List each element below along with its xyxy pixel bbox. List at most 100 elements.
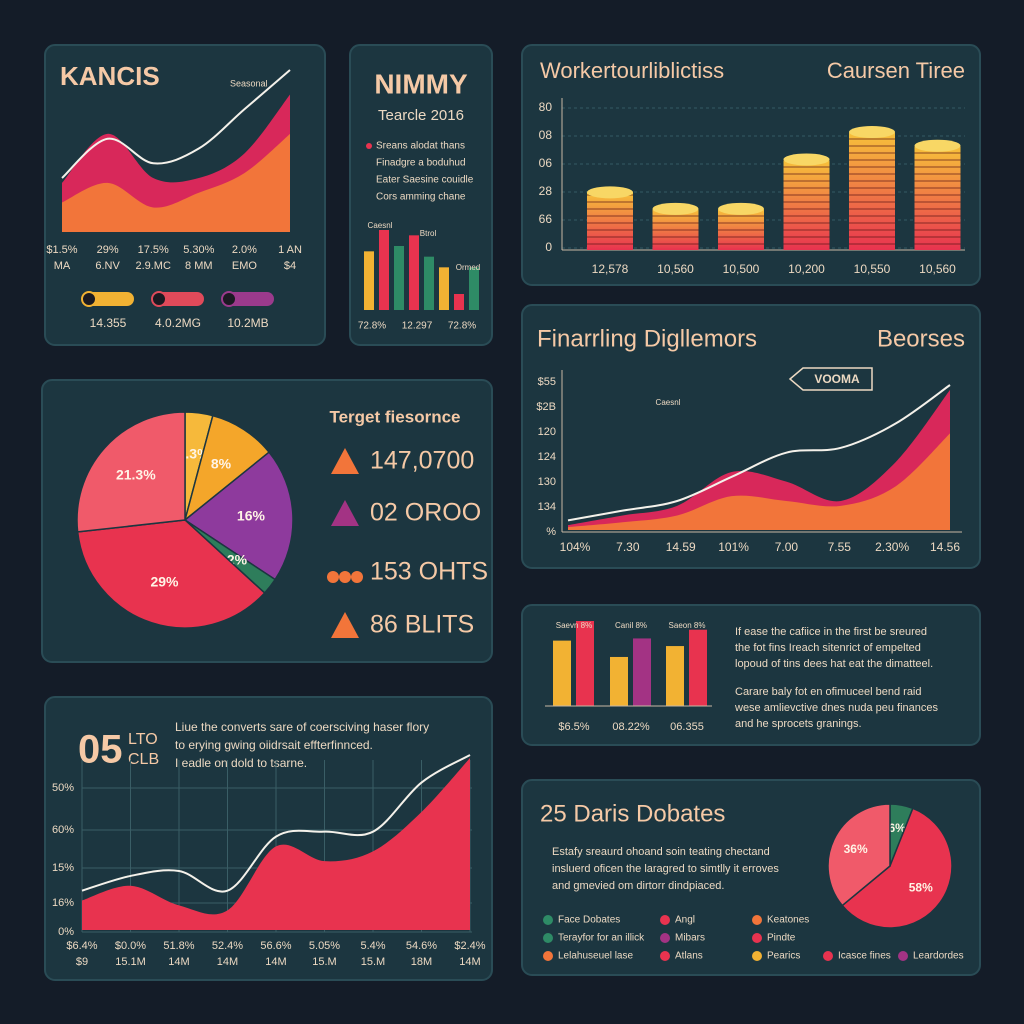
slice-label: 58%	[909, 881, 933, 895]
legend-marker	[660, 933, 670, 943]
legend-label: Icasce fines	[838, 951, 891, 962]
legend-label: Atlans	[675, 951, 703, 962]
slice-label: 36%	[844, 842, 868, 856]
x-tick-label: 15.M	[361, 956, 385, 968]
axis-label: 16%	[52, 897, 74, 909]
x-tick-label: 51.8%	[163, 940, 194, 952]
annotation: Saevn 8%	[556, 621, 592, 630]
slice-label: 29%	[150, 573, 179, 589]
note: Sreans alodat thans	[376, 141, 465, 152]
note: insluerd oficen the laragred to simtlly …	[552, 863, 779, 875]
x-tick-label: 12,578	[592, 262, 629, 276]
line	[61, 69, 291, 179]
coin-stripes	[914, 145, 961, 250]
x-tick-label: 29%	[97, 244, 119, 256]
annotation: Btrol	[420, 229, 437, 238]
note: Finadgre a boduhud	[376, 158, 466, 169]
x-tick-label: 10,550	[854, 262, 891, 276]
axis-label: 60%	[52, 824, 74, 836]
coin-top	[783, 153, 830, 166]
subtitle: Tearcle 2016	[378, 107, 464, 124]
x-tick-label: 2.9.MC	[135, 260, 171, 272]
x-tick-label: 10,560	[919, 262, 956, 276]
pill-knob	[81, 291, 97, 307]
subtitle: Beorses	[877, 325, 965, 352]
axis-label: 66	[539, 212, 553, 226]
coin-top	[849, 126, 895, 138]
legend-label: Keatones	[767, 915, 809, 926]
x-tick-label: MA	[54, 260, 71, 272]
pie-slice	[183, 451, 294, 581]
x-tick-label: 14.59	[666, 540, 696, 554]
annotation: Caesnl	[656, 398, 681, 407]
axis-label: 50%	[52, 782, 74, 794]
chart-title: KANCIS	[60, 61, 160, 91]
x-tick-label: 5.30%	[183, 244, 214, 256]
axis-label: 80	[539, 100, 553, 114]
callout: VOOMA	[814, 372, 860, 386]
x-tick-label: 104%	[560, 540, 591, 554]
warning-icon	[331, 500, 359, 526]
note: Estafy sreaurd ohoand soin teating chect…	[552, 846, 770, 858]
axis-label: 130	[538, 476, 556, 488]
subtitle: Caursen Tiree	[827, 58, 965, 83]
annotation: Ormed	[456, 263, 480, 272]
x-tick-label: 2.30%	[875, 540, 909, 554]
x-tick-label: 15.M	[312, 956, 336, 968]
pill-knob	[151, 291, 167, 307]
subtitle: LTO	[128, 731, 158, 748]
annotation: Seasonal	[230, 78, 268, 88]
bar	[553, 640, 571, 706]
bar	[469, 267, 479, 310]
legend-marker	[752, 915, 762, 925]
pie-slice	[76, 411, 186, 533]
note: Eater Saesine couidle	[376, 175, 474, 186]
x-tick-label: 15.1M	[115, 956, 146, 968]
note: I eadle on dold to tsarne.	[175, 756, 307, 770]
pie-slice	[827, 803, 891, 907]
x-tick-label: 10,560	[657, 262, 694, 276]
dot-icon	[351, 571, 363, 583]
stat-value: 147,0700	[370, 447, 474, 475]
axis-label: 08	[539, 128, 553, 142]
bar	[424, 256, 434, 310]
chart-title: NIMMY	[374, 68, 468, 99]
axis-label: 124	[538, 451, 556, 463]
x-tick-label: 14M	[168, 956, 189, 968]
x-tick-label: $2.4%	[454, 940, 485, 952]
legend-label: Pearics	[767, 951, 800, 962]
axis-label: 28	[539, 184, 553, 198]
legend-marker	[752, 933, 762, 943]
x-tick-label: 52.4%	[212, 940, 243, 952]
area	[62, 133, 290, 232]
x-tick-label: $0.0%	[115, 940, 146, 952]
x-tick-label: $9	[76, 956, 88, 968]
axis-label: 120	[538, 426, 556, 438]
x-tick-label: 54.6%	[406, 940, 437, 952]
pill-label: 14.355	[90, 316, 127, 330]
legend-marker	[823, 951, 833, 961]
legend-marker	[898, 951, 908, 961]
dot-icon	[327, 571, 339, 583]
paragraph-line: Carare baly fot en ofimuceel bend raid	[735, 686, 922, 698]
paragraph-line: If ease the cafiice in the first be sreu…	[735, 626, 927, 638]
legend-label: Leardordes	[913, 951, 964, 962]
legend-label: Terayfor for an illick	[558, 933, 645, 944]
x-tick-label: 7.30	[616, 540, 640, 554]
legend-label: Lelahuseuel lase	[558, 951, 633, 962]
legend-marker	[752, 951, 762, 961]
axis-label: $2B	[536, 401, 556, 413]
legend-label: Pindte	[767, 933, 796, 944]
axis-label: %	[546, 526, 556, 538]
legend-label: Angl	[675, 915, 695, 926]
area	[568, 433, 950, 530]
legend-marker	[543, 933, 553, 943]
bar	[666, 646, 684, 706]
slice-label: 16%	[237, 508, 266, 524]
stat-value: 153 OHTS	[370, 558, 488, 586]
legend-marker	[660, 951, 670, 961]
x-tick-label: 14M	[217, 956, 238, 968]
axis-label: 0	[545, 240, 552, 254]
coin-stripes	[849, 132, 895, 250]
